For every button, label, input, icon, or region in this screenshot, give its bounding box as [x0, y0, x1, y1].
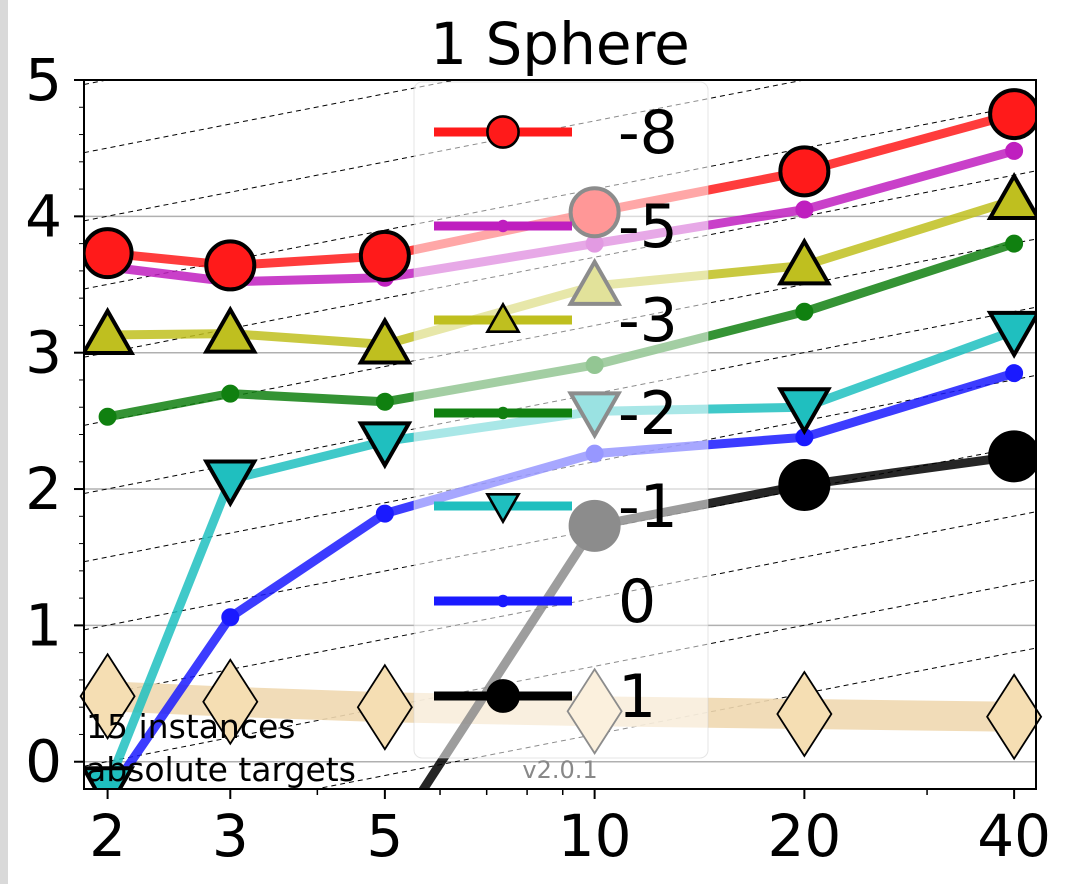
legend-entry--8: -8: [434, 98, 678, 168]
chart-title: 1 Sphere: [430, 10, 690, 78]
legend-label: -8: [618, 98, 678, 168]
legend-label: 1: [618, 662, 656, 732]
data-point: [778, 458, 831, 511]
reference-diamond: [986, 673, 1043, 761]
data-point: [358, 229, 411, 282]
data-point: [84, 306, 136, 355]
reference-diamond: [776, 670, 833, 758]
data-point: [795, 302, 814, 321]
y-tick-label: 1: [25, 591, 62, 659]
y-tick-label: 4: [25, 182, 62, 250]
x-tick-label: 2: [89, 802, 126, 870]
data-point: [84, 227, 134, 280]
data-point: [375, 504, 394, 523]
y-tick-label: 5: [25, 46, 62, 114]
data-point: [986, 171, 1036, 220]
legend-entry-1: 1: [434, 662, 656, 732]
data-point: [1005, 364, 1024, 383]
legend-label: -3: [618, 286, 678, 356]
legend-label: 0: [618, 567, 656, 637]
data-point: [84, 766, 136, 789]
data-point: [795, 200, 814, 219]
legend-entry--2: -2: [434, 379, 678, 449]
legend-marker: [486, 679, 520, 713]
y-tick-label: 0: [25, 728, 62, 796]
data-point: [221, 384, 240, 403]
legend: -8 -5 -3 -2 -1 0 1: [413, 81, 709, 759]
legend-entry--3: -3: [434, 286, 678, 356]
legend-label: -2: [618, 379, 678, 449]
data-point: [778, 145, 831, 198]
data-point: [776, 237, 832, 286]
data-point: [202, 459, 258, 508]
version-label: v2.0.1: [522, 756, 597, 784]
x-tick-label: 10: [558, 802, 632, 870]
data-point: [375, 392, 394, 411]
window-edge-strip: [0, 0, 8, 884]
annotation-instances: 15 instances: [86, 707, 295, 746]
data-point: [357, 316, 413, 365]
legend-box: [413, 81, 709, 759]
x-tick-label: 3: [212, 802, 249, 870]
data-point: [204, 239, 257, 292]
reference-diamond: [79, 652, 136, 740]
data-point: [988, 430, 1036, 483]
data-point: [202, 305, 258, 354]
legend-entry--1: -1: [434, 472, 678, 542]
x-tick-label: 5: [366, 802, 403, 870]
data-point: [357, 421, 413, 470]
y-tick-label: 2: [25, 455, 62, 523]
x-tick-label: 20: [767, 802, 841, 870]
data-point: [221, 608, 240, 627]
legend-entry--5: -5: [434, 192, 678, 262]
data-point: [1005, 141, 1024, 160]
legend-marker: [485, 301, 521, 334]
data-point: [1005, 234, 1024, 253]
y-tick-label: 3: [25, 319, 62, 387]
legend-entry-0: 0: [434, 567, 656, 637]
legend-marker: [485, 492, 521, 525]
legend-marker: [496, 594, 510, 608]
data-point: [776, 387, 832, 436]
reference-diamond: [356, 663, 413, 751]
annotation-targets: absolute targets: [86, 750, 356, 789]
legend-marker: [496, 219, 510, 233]
data-point: [986, 310, 1036, 359]
legend-marker: [496, 406, 510, 420]
x-tick-label: 40: [977, 802, 1051, 870]
data-point: [988, 88, 1036, 141]
data-point: [98, 407, 117, 426]
reference-diamond: [202, 658, 259, 746]
legend-label: -1: [618, 472, 678, 542]
legend-marker: [486, 115, 520, 149]
legend-label: -5: [618, 192, 678, 262]
